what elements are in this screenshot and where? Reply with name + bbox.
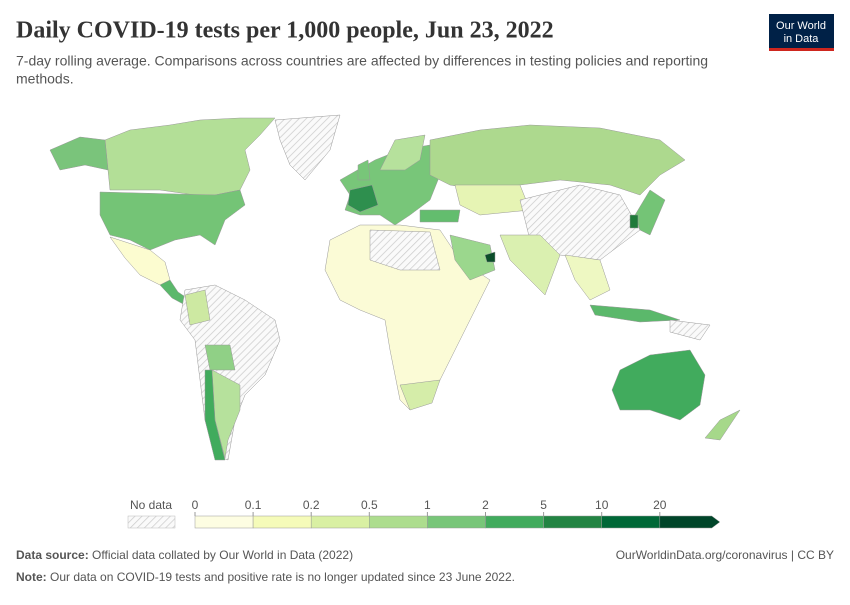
country[interactable]	[357, 159, 371, 181]
legend-bin	[543, 515, 602, 529]
logo-bar	[769, 48, 834, 51]
logo[interactable]: Our World in Data	[769, 14, 834, 51]
subtitle: 7-day rolling average. Comparisons acros…	[16, 53, 708, 69]
subtitle: methods.	[16, 71, 74, 87]
logo-text: Our World	[776, 20, 826, 32]
country[interactable]	[204, 344, 236, 371]
country[interactable]	[669, 319, 711, 341]
legend-bin	[194, 515, 254, 529]
country[interactable]	[104, 117, 276, 196]
country[interactable]	[629, 214, 639, 229]
country[interactable]	[499, 234, 561, 296]
legend-tick-label: 0.2	[303, 498, 320, 512]
country[interactable]	[347, 184, 379, 213]
country[interactable]	[379, 134, 426, 171]
note-text: Our data on COVID-19 tests and positive …	[50, 570, 515, 584]
country[interactable]	[589, 304, 681, 323]
country[interactable]	[634, 189, 666, 236]
legend-tick-label: 5	[540, 498, 547, 512]
legend-tick-label: 0	[192, 498, 199, 512]
source-text: Official data collated by Our World in D…	[92, 548, 353, 562]
country[interactable]	[484, 251, 496, 263]
legend-tick-label: 2	[482, 498, 489, 512]
source: Data source: Official data collated by O…	[16, 548, 353, 562]
country[interactable]	[454, 184, 531, 216]
legend-tick-label: 1	[424, 498, 431, 512]
legend-bin	[485, 515, 544, 529]
legend-bin	[601, 515, 661, 529]
url[interactable]: OurWorldinData.org/coronavirus | CC BY	[616, 548, 834, 562]
legend-bin	[659, 515, 721, 529]
country[interactable]	[184, 289, 211, 326]
logo-text: in Data	[784, 33, 820, 45]
legend-bin	[427, 515, 486, 529]
legend-tick-label: 10	[595, 498, 609, 512]
note-label: Note:	[16, 570, 47, 584]
country[interactable]	[449, 234, 496, 281]
logo-box	[769, 14, 834, 50]
legend-bin	[369, 515, 428, 529]
country[interactable]	[704, 409, 741, 441]
country[interactable]	[369, 229, 441, 271]
country[interactable]	[611, 349, 706, 421]
legend: No data 0 0.1 0.2 0.5 1 2 5 10 20	[127, 498, 721, 529]
legend-tick-label: 20	[653, 498, 667, 512]
note: Note: Our data on COVID-19 tests and pos…	[16, 570, 515, 584]
country[interactable]	[49, 136, 109, 171]
no-data-swatch	[127, 515, 176, 529]
no-data-label: No data	[130, 498, 172, 512]
legend-bin	[252, 515, 312, 529]
legend-tick-label: 0.1	[245, 498, 262, 512]
title: Daily COVID-19 tests per 1,000 people, J…	[16, 18, 554, 44]
source-label: Data source:	[16, 548, 89, 562]
legend-bin	[310, 515, 370, 529]
country[interactable]	[564, 254, 611, 301]
world-map	[49, 114, 741, 461]
country[interactable]	[419, 209, 461, 223]
country[interactable]	[429, 124, 686, 196]
country[interactable]	[399, 379, 441, 411]
legend-tick-label: 0.5	[361, 498, 378, 512]
country[interactable]	[99, 189, 246, 251]
country[interactable]	[204, 369, 226, 461]
country[interactable]	[274, 114, 341, 181]
